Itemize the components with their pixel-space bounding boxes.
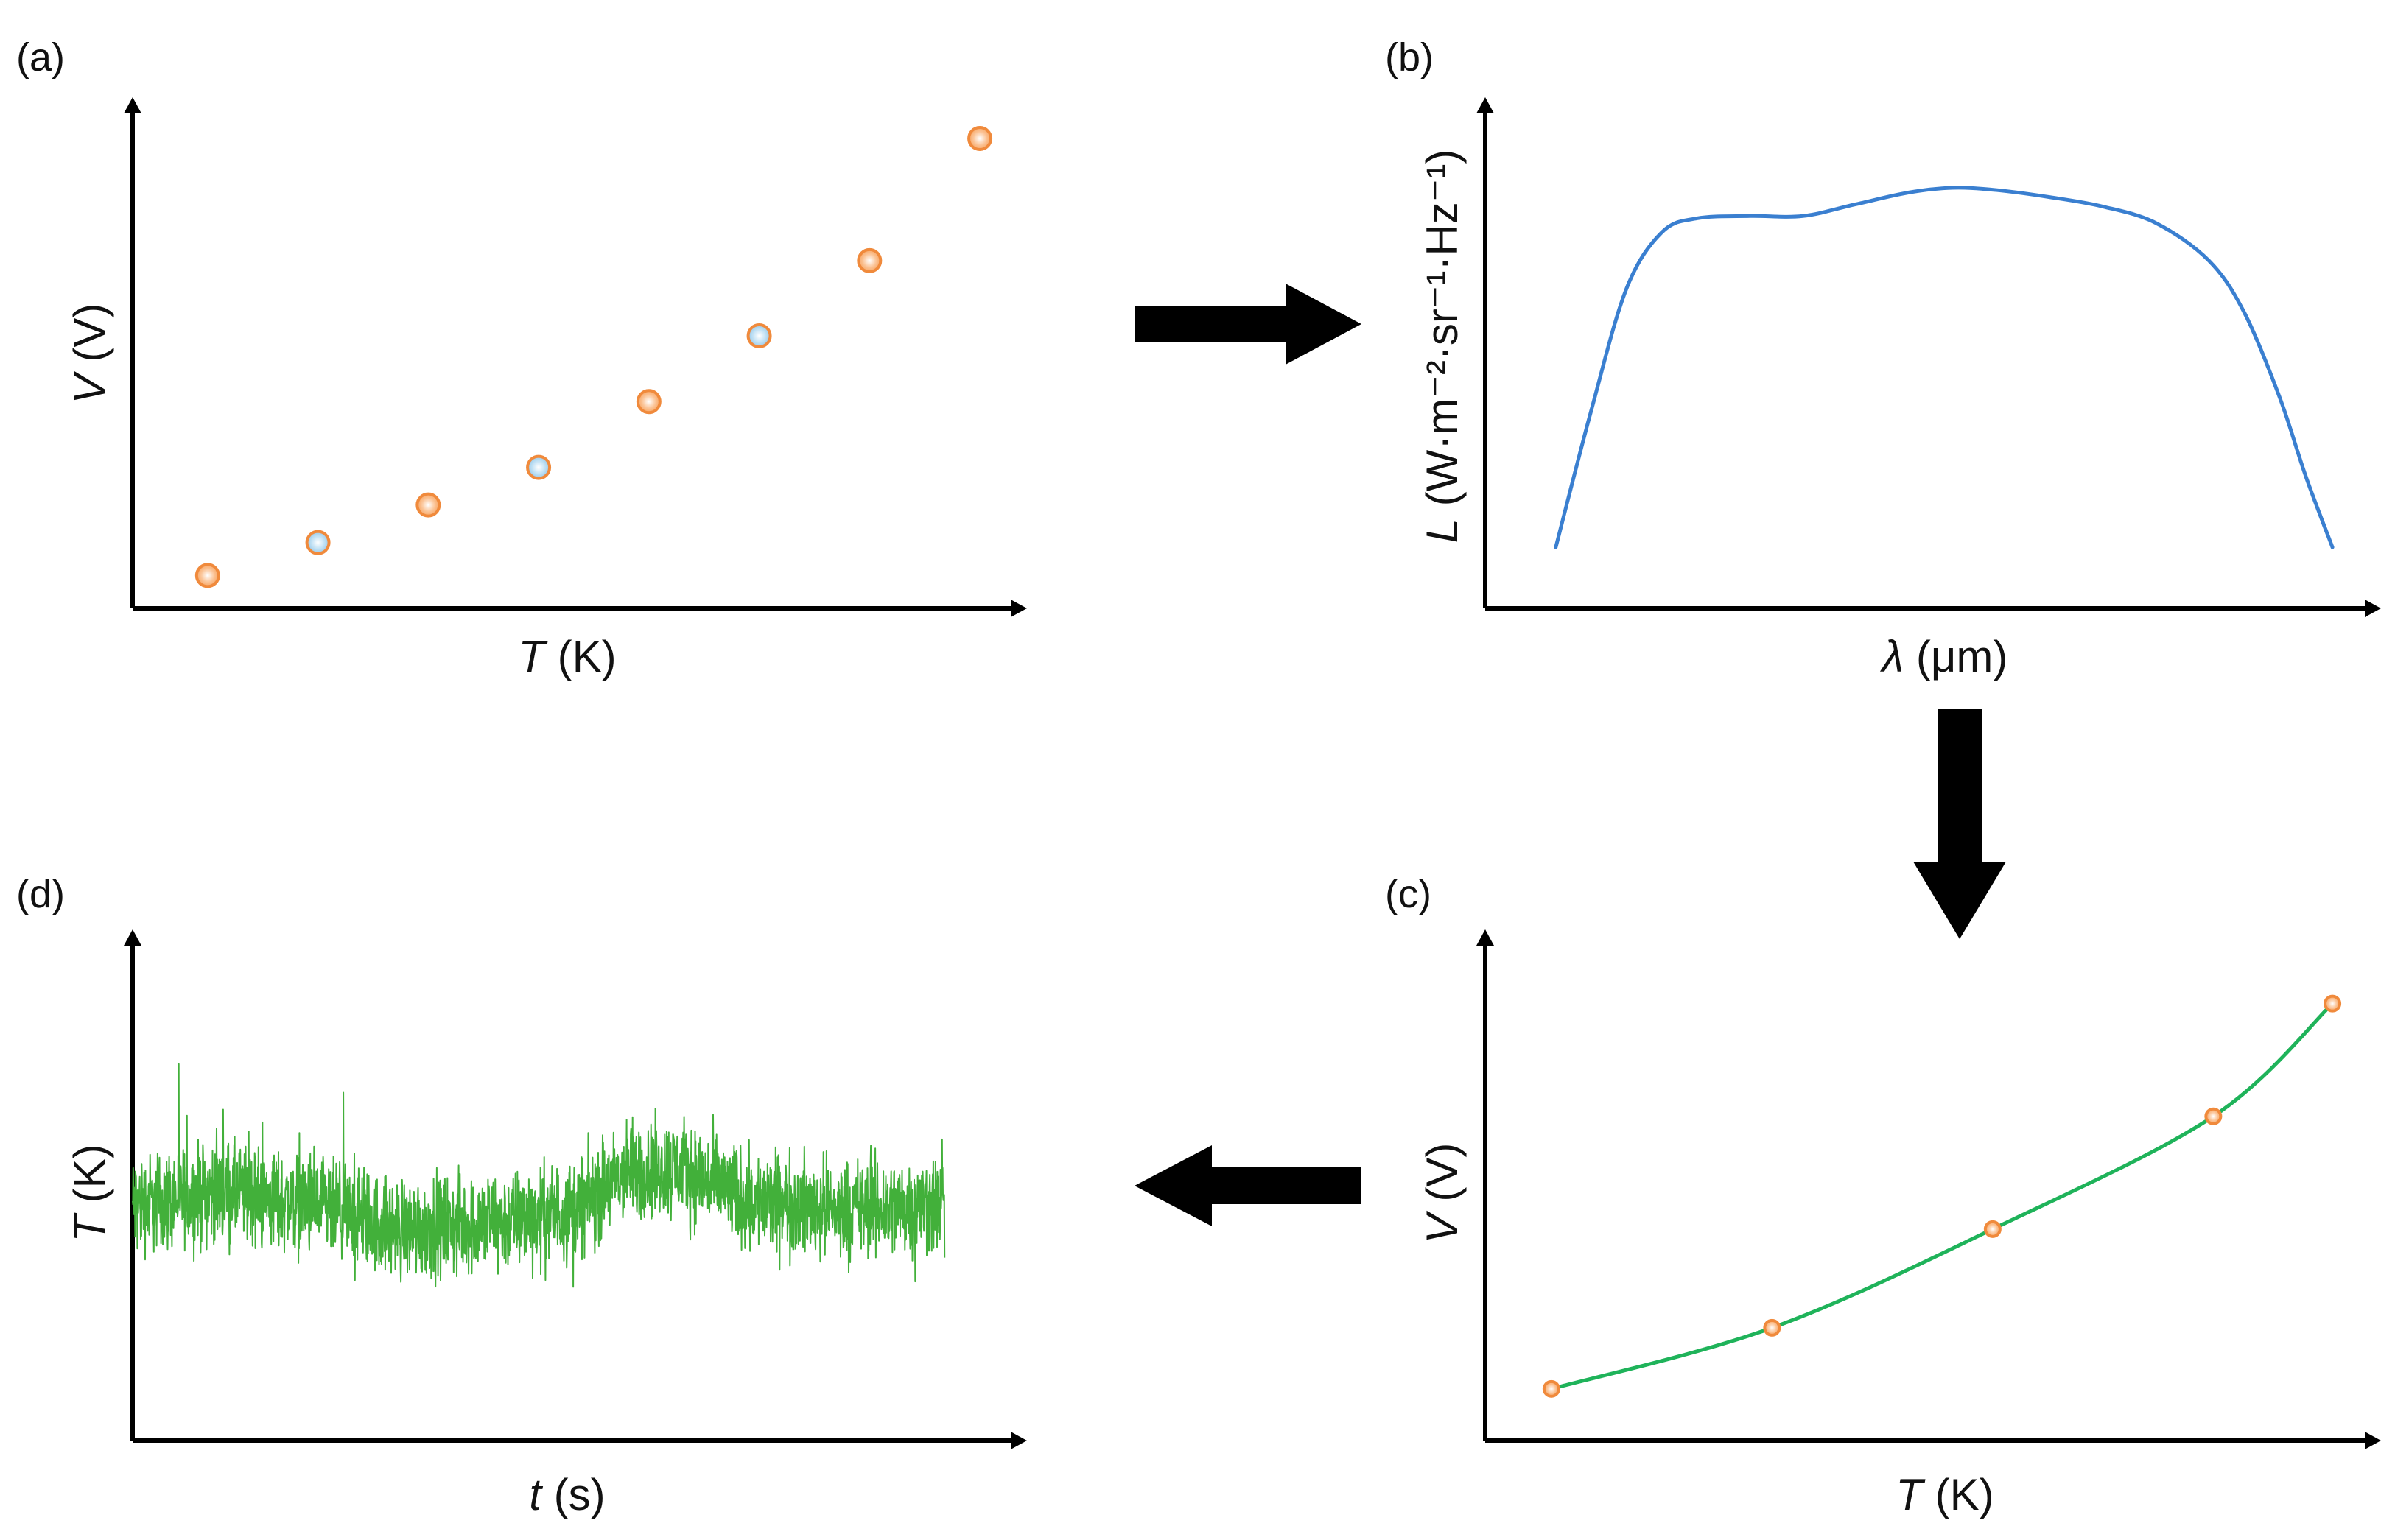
panel-a-point-8 [967,126,993,151]
arrow-right-a-to-b [1135,284,1361,365]
panel-b-label: (b) [1385,35,1434,80]
arrow-down-b-to-c [1913,709,2006,939]
arrow-left-c-to-d [1135,1145,1361,1226]
panel-c-ylabel: V (V) [1417,1143,1467,1244]
panel-c-point-2 [1763,1318,1781,1337]
panel-d-xlabel: t (s) [529,1470,605,1519]
panel-b: (b) λ (μm) L (W·m⁻²·sr⁻¹·Hz⁻¹) [1385,35,2381,681]
panel-c-fit-line [1549,1002,2335,1391]
panel-a-y-arrowhead [124,97,141,113]
panel-b-spectrum-line [1554,186,2335,549]
panel-c-axes [1476,929,2381,1449]
panel-d-label: (d) [16,872,65,916]
panel-d-temperature-trace [132,1063,946,1288]
panel-a-point-5 [636,389,662,415]
panel-c-point-5 [2324,994,2342,1013]
panel-a-label: (a) [16,35,65,80]
panel-b-xlabel: λ (μm) [1880,632,2008,681]
panel-a-point-4 [526,454,552,480]
panel-b-axes [1476,97,2381,617]
panel-a-axes [124,97,1027,617]
panel-c-points [1542,994,2342,1398]
panel-c-x-arrowhead [2365,1432,2381,1449]
panel-d-ylabel: T (K) [65,1144,114,1242]
panel-d-y-arrowhead [124,929,141,946]
panel-a-points [194,126,993,588]
panel-a-x-arrowhead [1011,600,1027,617]
panel-a-point-7 [857,247,883,273]
panel-a-point-1 [194,563,220,588]
panel-b-x-arrowhead [2365,600,2381,617]
panel-a-point-2 [305,530,331,555]
panel-c-point-3 [1983,1220,2002,1238]
panel-d: (d) t (s) T (K) [16,872,1027,1519]
panel-c-point-4 [2204,1107,2223,1125]
panel-b-y-arrowhead [1476,97,1494,113]
panel-c-xlabel: T (K) [1896,1470,1994,1519]
panel-b-ylabel: L (W·m⁻²·sr⁻¹·Hz⁻¹) [1417,150,1467,544]
panel-a-xlabel: T (K) [518,632,616,681]
panel-c-label: (c) [1385,872,1431,916]
panel-a: (a) T (K) V (V) [16,35,1027,681]
panel-c-point-1 [1542,1379,1560,1398]
panel-d-x-arrowhead [1011,1432,1027,1449]
panel-a-point-6 [746,323,772,348]
panel-c: (c) T (K) V (V) [1385,872,2381,1519]
panel-a-point-3 [415,492,441,518]
panel-c-y-arrowhead [1476,929,1494,946]
panel-a-ylabel: V (V) [65,303,114,404]
